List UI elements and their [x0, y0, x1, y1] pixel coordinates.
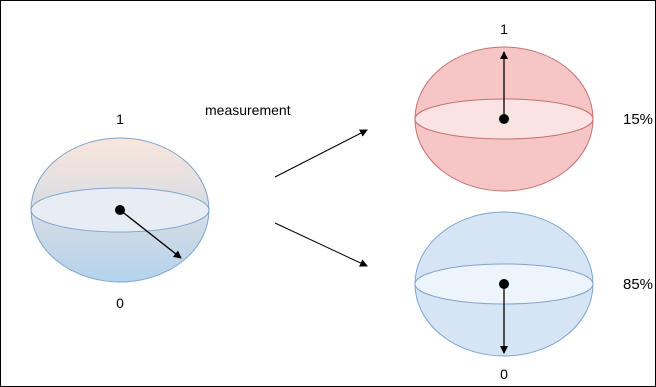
- top-label-one: 1: [500, 21, 508, 37]
- measurement-label: measurement: [205, 102, 291, 118]
- left-state-vector-arrow: [119, 209, 182, 259]
- measurement-arrow-down: [274, 222, 368, 267]
- bottom-bloch-sphere: 0 85%: [414, 211, 653, 382]
- measurement-arrow-up: [274, 129, 368, 178]
- bottom-label-zero: 0: [500, 366, 508, 382]
- top-bloch-sphere: 1 15%: [414, 21, 653, 192]
- top-probability-label: 15%: [623, 111, 653, 128]
- bottom-probability-label: 85%: [623, 276, 653, 293]
- left-label-one: 1: [116, 111, 124, 127]
- left-bloch-sphere: 1 0: [30, 111, 210, 311]
- left-label-zero: 0: [116, 295, 124, 311]
